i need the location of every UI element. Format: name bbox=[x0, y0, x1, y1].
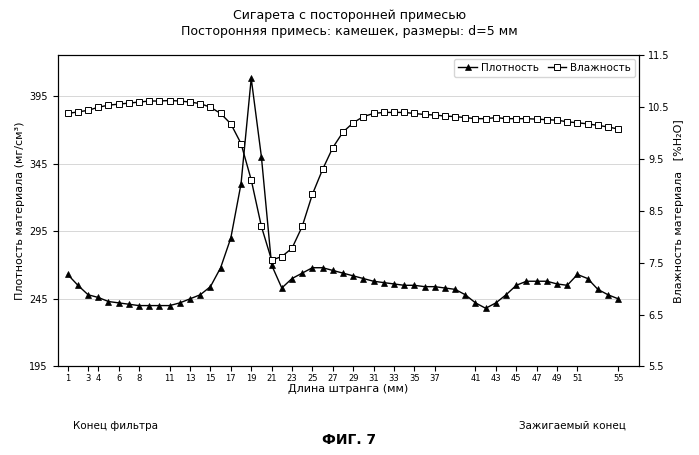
Влажность bbox=[64, 111, 72, 116]
Влажность bbox=[614, 126, 622, 132]
Плотность bbox=[614, 296, 622, 302]
Text: ФИГ. 7: ФИГ. 7 bbox=[322, 433, 377, 447]
Text: Посторонняя примесь: камешек, размеры: d=5 мм: Посторонняя примесь: камешек, размеры: d… bbox=[181, 25, 518, 38]
Плотность bbox=[64, 272, 72, 277]
Плотность bbox=[278, 285, 286, 291]
Плотность bbox=[604, 292, 612, 298]
Плотность bbox=[482, 306, 490, 311]
Влажность bbox=[206, 105, 215, 110]
Влажность bbox=[604, 124, 612, 130]
Line: Влажность: Влажность bbox=[65, 98, 621, 263]
Плотность bbox=[124, 302, 133, 307]
Влажность bbox=[124, 101, 133, 106]
Плотность bbox=[247, 76, 255, 81]
Y-axis label: Плотность материала (мг/см³): Плотность материала (мг/см³) bbox=[15, 121, 25, 300]
Влажность bbox=[573, 120, 582, 126]
Text: Конец фильтра: Конец фильтра bbox=[73, 421, 159, 431]
Влажность bbox=[166, 98, 174, 103]
Плотность bbox=[166, 303, 174, 308]
Text: Зажигаемый конец: Зажигаемый конец bbox=[519, 421, 626, 431]
Влажность bbox=[268, 258, 276, 263]
Line: Плотность: Плотность bbox=[65, 76, 621, 311]
X-axis label: Длина штранга (мм): Длина штранга (мм) bbox=[288, 384, 408, 394]
Влажность bbox=[288, 246, 296, 251]
Text: Сигарета с посторонней примесью: Сигарета с посторонней примесью bbox=[233, 9, 466, 22]
Legend: Плотность, Влажность: Плотность, Влажность bbox=[454, 59, 635, 77]
Плотность bbox=[196, 292, 204, 298]
Y-axis label: Влажность материала   [%H₂O]: Влажность материала [%H₂O] bbox=[674, 119, 684, 303]
Влажность bbox=[175, 98, 184, 104]
Плотность bbox=[573, 272, 582, 277]
